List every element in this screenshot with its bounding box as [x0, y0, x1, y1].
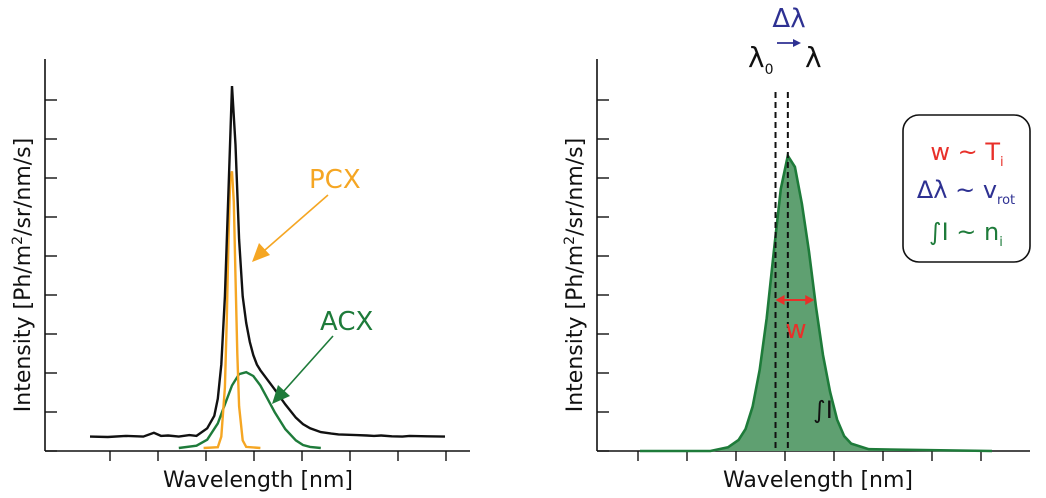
relation-width-temperature: w ~ Ti [930, 138, 1003, 170]
pcx-curve [203, 171, 261, 450]
total-spectrum-curve [89, 86, 446, 439]
lambda-label: λ [805, 41, 822, 74]
pcx-arrow-head [252, 243, 270, 262]
width-label: w [785, 315, 806, 345]
integral-label: ∫I [813, 396, 833, 424]
relation-shift-rotation: Δλ ~ vrot [917, 176, 1015, 208]
right-x-axis-title: Wavelength [nm] [723, 468, 913, 493]
width-arrow-head-left [775, 295, 785, 305]
relations-legend: w ~ Ti Δλ ~ vrot ∫I ~ ni [902, 114, 1031, 263]
delta-lambda-label: Δλ [772, 4, 805, 34]
left-y-axis-title: Intensity [Ph/m2/sr/nm/s] [10, 138, 36, 412]
delta-lambda-arrow-head [793, 39, 801, 47]
left-axis-ticks [45, 99, 447, 461]
acx-label: ACX [320, 307, 373, 337]
pcx-arrow-line [264, 194, 329, 251]
right-panel: w ∫I Δλ λ0 λ w ~ Ti Δλ ~ vrot ∫I ~ ni Wa… [562, 4, 1031, 493]
relations-legend-box [902, 114, 1031, 263]
right-y-axis-title: Intensity [Ph/m2/sr/nm/s] [562, 138, 588, 412]
right-axis-ticks [597, 99, 982, 461]
width-arrow-head-right [805, 295, 815, 305]
acx-curve [178, 370, 321, 450]
lambda0-label: λ0 [748, 41, 774, 78]
line-profile-area [640, 155, 992, 452]
left-x-axis-title: Wavelength [nm] [163, 468, 353, 493]
acx-arrow-head [272, 385, 290, 404]
acx-arrow-line [282, 335, 334, 393]
line-profile-curve [640, 152, 993, 453]
pcx-label: PCX [309, 165, 361, 195]
relation-integral-density: ∫I ~ ni [929, 218, 1003, 250]
left-panel: PCX ACX Wavelength [nm] Intensity [Ph/m2… [10, 59, 470, 493]
